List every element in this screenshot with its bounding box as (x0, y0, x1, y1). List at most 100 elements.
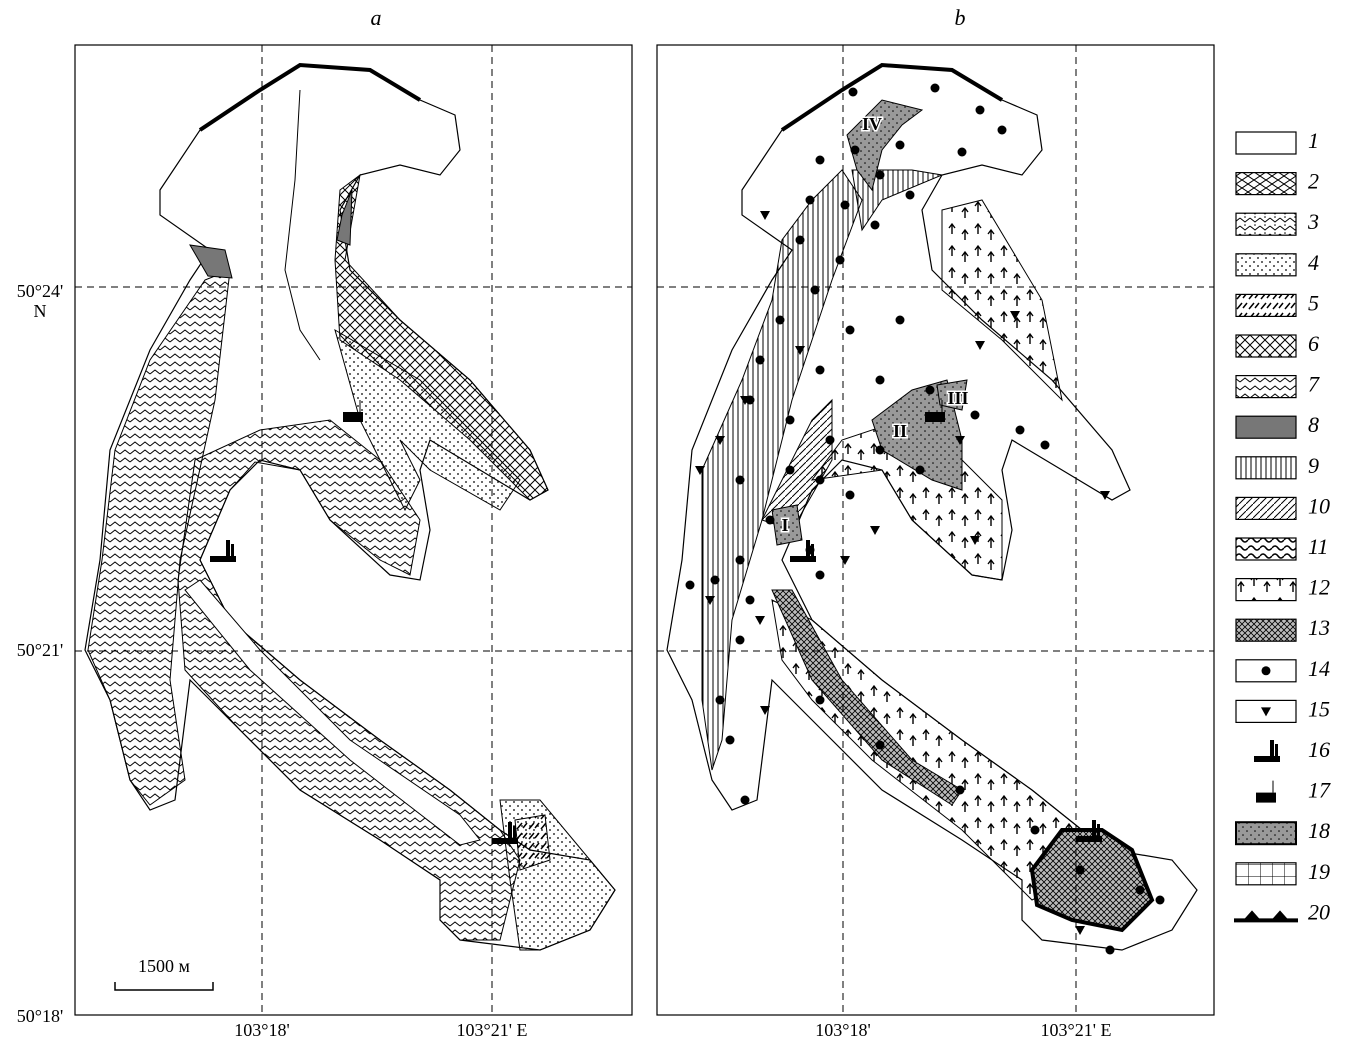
sample-point (736, 476, 745, 485)
sample-point (1016, 426, 1025, 435)
legend-symbol (1262, 666, 1271, 675)
legend-label: 19 (1308, 859, 1330, 884)
sample-point (1136, 886, 1145, 895)
zone-label: III (947, 388, 968, 408)
legend-label: 3 (1307, 209, 1319, 234)
legend-label: 17 (1308, 778, 1331, 803)
longitude-label: 103°21' E (1041, 1020, 1112, 1040)
latitude-label: 50°24' (17, 281, 63, 301)
sample-point (1076, 866, 1085, 875)
sample-point (766, 516, 775, 525)
sample-point (846, 326, 855, 335)
sample-point (876, 446, 885, 455)
legend-swatch (1236, 254, 1296, 276)
legend-label: 18 (1308, 818, 1330, 843)
sample-triangle (870, 526, 880, 535)
sample-point (916, 466, 925, 475)
zone (178, 420, 520, 940)
sample-point (711, 576, 720, 585)
legend-label: 14 (1308, 656, 1330, 681)
legend-swatch (1236, 619, 1296, 641)
legend-label: 1 (1308, 128, 1319, 153)
legend-swatch (1236, 579, 1296, 601)
legend-swatch (1236, 294, 1296, 316)
legend-swatch (1236, 335, 1296, 357)
sample-point (746, 596, 755, 605)
legend-label: 16 (1308, 737, 1330, 762)
sample-point (796, 236, 805, 245)
figure: 1500 м a 103°18' 103°21' E I II III IV b… (0, 0, 1351, 1043)
sample-point (816, 696, 825, 705)
factory-icon (210, 540, 236, 562)
sample-point (846, 491, 855, 500)
panel-label: b (955, 5, 966, 30)
legend-label: 7 (1308, 372, 1320, 397)
legend-label: 9 (1308, 453, 1319, 478)
sample-point (776, 316, 785, 325)
legend-label: 20 (1308, 899, 1330, 924)
legend-label: 5 (1308, 290, 1319, 315)
zone-label: II (893, 421, 907, 441)
sample-point (816, 366, 825, 375)
sample-point (841, 201, 850, 210)
zone-label: IV (862, 114, 882, 134)
sample-point (756, 356, 765, 365)
sample-point (956, 786, 965, 795)
sample-point (726, 736, 735, 745)
sample-point (816, 476, 825, 485)
legend-symbol (1254, 756, 1280, 762)
sample-triangle (840, 556, 850, 565)
sample-point (1156, 896, 1165, 905)
sample-point (876, 741, 885, 750)
sample-point (736, 556, 745, 565)
sample-point (896, 141, 905, 150)
sample-point (876, 171, 885, 180)
panel-a: 1500 м a 103°18' 103°21' E (75, 5, 632, 1040)
sample-point (806, 196, 815, 205)
legend-label: 12 (1308, 575, 1330, 600)
scale-label: 1500 м (138, 956, 190, 976)
legend-label: 13 (1308, 615, 1330, 640)
longitude-label: 103°18' (234, 1020, 289, 1040)
sample-point (786, 416, 795, 425)
sample-point (998, 126, 1007, 135)
sample-point (736, 636, 745, 645)
latitude-label: 50°18' (17, 1006, 63, 1026)
longitude-label: 103°18' (815, 1020, 870, 1040)
sample-point (816, 571, 825, 580)
sample-point (826, 436, 835, 445)
legend-swatch (1236, 376, 1296, 398)
sample-point (976, 106, 985, 115)
sample-point (896, 316, 905, 325)
legend-swatch (1236, 416, 1296, 438)
legend-swatch (1236, 822, 1296, 844)
sample-point (871, 221, 880, 230)
sample-point (958, 148, 967, 157)
sample-point (1106, 946, 1115, 955)
sample-point (1041, 441, 1050, 450)
legend-label: 10 (1308, 493, 1330, 518)
factory-icon (790, 540, 816, 562)
legend-swatch (1236, 863, 1296, 885)
lake-map (667, 65, 1197, 950)
legend-symbol (1256, 793, 1276, 803)
legend-swatch (1236, 213, 1296, 235)
sample-point (741, 796, 750, 805)
panel-b: I II III IV b 103°18' 103°21' E (657, 5, 1214, 1040)
sample-point (926, 386, 935, 395)
sample-point (906, 191, 915, 200)
legend-label: 2 (1308, 169, 1319, 194)
sample-point (971, 411, 980, 420)
legend-symbol (1244, 910, 1288, 919)
panel-label: a (371, 5, 382, 30)
legend-swatch (1236, 173, 1296, 195)
sample-point (851, 146, 860, 155)
legend-swatch (1236, 457, 1296, 479)
legend-swatch (1236, 132, 1296, 154)
legend-label: 4 (1308, 250, 1319, 275)
legend-symbol (1275, 744, 1278, 756)
latitude-label: N (34, 301, 47, 321)
sample-point (716, 696, 725, 705)
sample-point (686, 581, 695, 590)
